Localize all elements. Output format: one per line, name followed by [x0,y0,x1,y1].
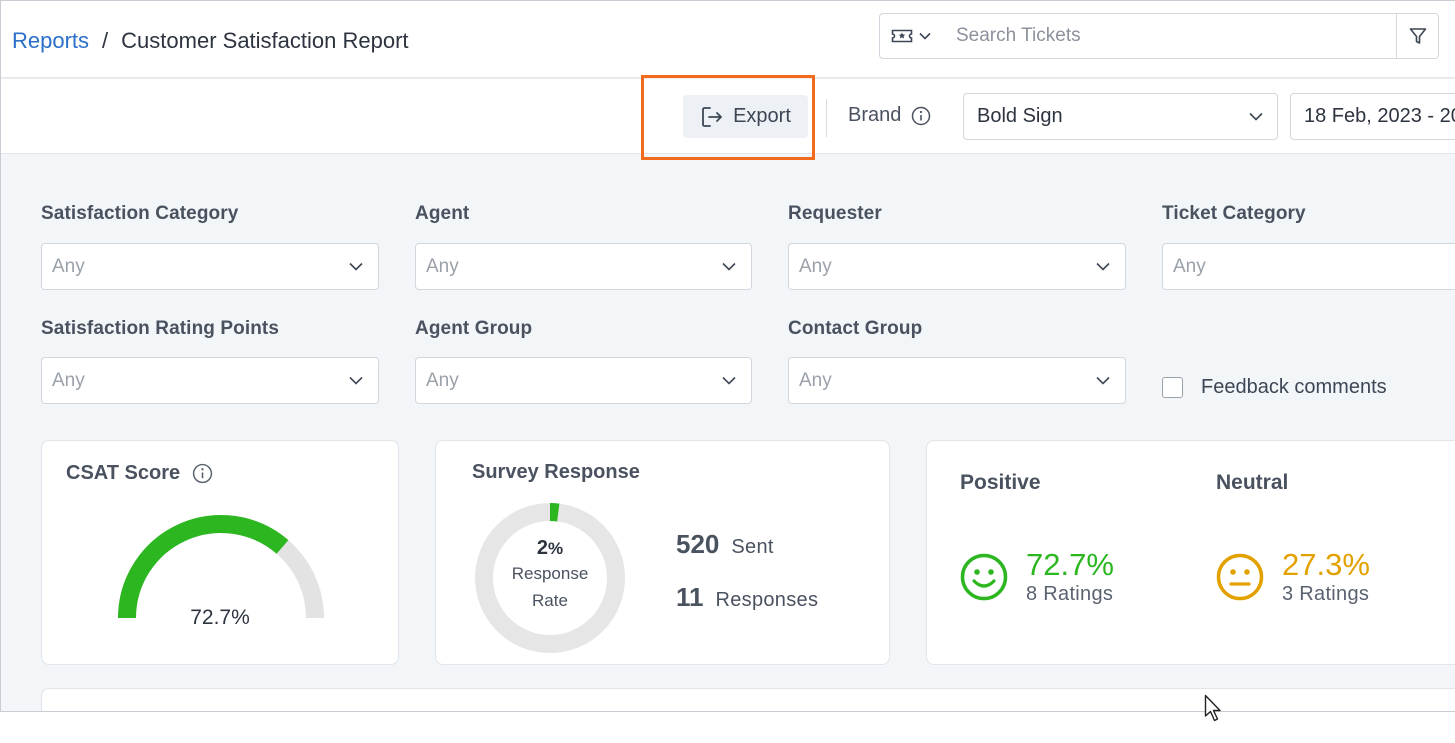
neutral-values: 27.3% 3 Ratings [1282,547,1370,606]
positive-ratings: 8 Ratings [1026,583,1114,605]
breadcrumb: Reports / Customer Satisfaction Report [12,28,409,54]
app-window: Reports / Customer Satisfaction Report [0,0,1455,712]
sent-count: 520 [676,529,720,559]
select-value: Any [799,255,832,277]
requester-select[interactable]: Any [788,243,1126,290]
report-table-card [41,688,1455,711]
select-value: Any [52,255,85,277]
neutral-percent: 27.3% [1282,547,1370,582]
gauge-fill [118,515,289,619]
breadcrumb-reports-link[interactable]: Reports [12,28,90,53]
satisfaction-category-select[interactable]: Any [41,243,379,290]
chevron-down-icon [1249,112,1263,121]
positive-stat: 72.7% 8 Ratings [960,547,1114,606]
neutral-stat: 27.3% 3 Ratings [1216,547,1370,606]
export-button[interactable]: Export [683,95,808,138]
ticket-category-label: Ticket Category [1162,203,1306,224]
survey-response-title: Survey Response [472,461,640,483]
page-title: Customer Satisfaction Report [121,28,409,53]
date-range-value: 18 Feb, 2023 - 20 [1304,105,1455,127]
brand-label: Brand [848,104,931,127]
brand-select[interactable]: Bold Sign [963,93,1278,140]
response-rate-donut [475,503,625,653]
chevron-down-icon [349,376,363,385]
responses-label: Responses [715,589,819,611]
positive-values: 72.7% 8 Ratings [1026,547,1114,606]
select-value: Any [1173,255,1206,277]
feedback-comments-option: Feedback comments [1162,376,1387,399]
breadcrumb-separator: / [102,28,109,53]
response-rate-label-2: Rate [532,591,568,610]
report-toolbar: Export Brand Bold Sign 18 Feb, 2023 - 20 [1,75,1455,160]
export-label: Export [733,105,791,127]
agent-group-label: Agent Group [415,318,533,339]
rate-number: 2 [536,537,548,559]
brand-select-value: Bold Sign [977,105,1063,127]
response-rate-label-1: Response [511,564,589,583]
response-rate-value: 2% [476,537,624,560]
sent-label: Sent [731,536,774,558]
ticket-icon [891,29,912,43]
header-bar: Reports / Customer Satisfaction Report [1,1,1455,78]
chevron-down-icon [918,32,931,40]
rate-unit: % [548,539,564,558]
select-value: Any [426,369,459,391]
contact-group-label: Contact Group [788,318,923,339]
highlight-box [641,75,815,160]
search-input[interactable] [942,14,1396,58]
sent-stat: 520 Sent [676,529,774,560]
toolbar-divider [826,99,827,137]
agent-group-select[interactable]: Any [415,357,752,404]
positive-percent: 72.7% [1026,547,1114,582]
csat-title-text: CSAT Score [66,462,181,484]
feedback-comments-label: Feedback comments [1201,376,1387,398]
csat-gauge [118,515,324,619]
donut-fill [549,503,560,522]
chevron-down-icon [1096,376,1110,385]
select-value: Any [52,369,85,391]
csat-score-value: 72.7% [190,606,250,629]
chevron-down-icon [1096,262,1110,271]
neutral-title: Neutral [1216,471,1289,494]
gauge-track [118,515,324,619]
requester-label: Requester [788,203,882,224]
positive-title: Positive [960,471,1041,494]
chevron-down-icon [722,262,736,271]
brand-label-text: Brand [848,104,902,126]
feedback-comments-checkbox[interactable] [1162,377,1183,398]
satisfaction-rating-points-select[interactable]: Any [41,357,379,404]
agent-select[interactable]: Any [415,243,752,290]
response-rate-center: 2% Response Rate [476,537,624,614]
csat-score-card: CSAT Score 72.7% [41,440,399,665]
select-value: Any [799,369,832,391]
search-bar [879,13,1439,59]
agent-label: Agent [415,203,470,224]
satisfaction-category-label: Satisfaction Category [41,203,239,224]
filter-button[interactable] [1396,14,1438,58]
csat-score-title: CSAT Score [66,462,213,485]
date-range-picker[interactable]: 18 Feb, 2023 - 20 [1290,93,1455,140]
filter-icon [1409,28,1426,44]
smile-icon [960,553,1008,600]
satisfaction-rating-points-label: Satisfaction Rating Points [41,318,280,339]
ticket-category-select[interactable]: Any [1162,243,1455,290]
contact-group-select[interactable]: Any [788,357,1126,404]
export-icon [702,106,722,127]
mouse-pointer-icon [1204,694,1221,722]
info-icon[interactable] [192,463,213,484]
survey-response-card: Survey Response 2% Response Rate 520 Sen… [435,440,890,665]
chevron-down-icon [349,262,363,271]
neutral-face-icon [1216,553,1264,600]
chevron-down-icon [722,376,736,385]
responses-stat: 11 Responses [676,582,818,613]
sentiment-breakdown-card: Positive 72.7% 8 Ratings Neutral 27 [926,440,1455,665]
ticket-type-selector[interactable] [880,14,942,58]
info-icon[interactable] [911,106,931,126]
neutral-ratings: 3 Ratings [1282,583,1370,605]
select-value: Any [426,255,459,277]
responses-count: 11 [676,582,704,612]
